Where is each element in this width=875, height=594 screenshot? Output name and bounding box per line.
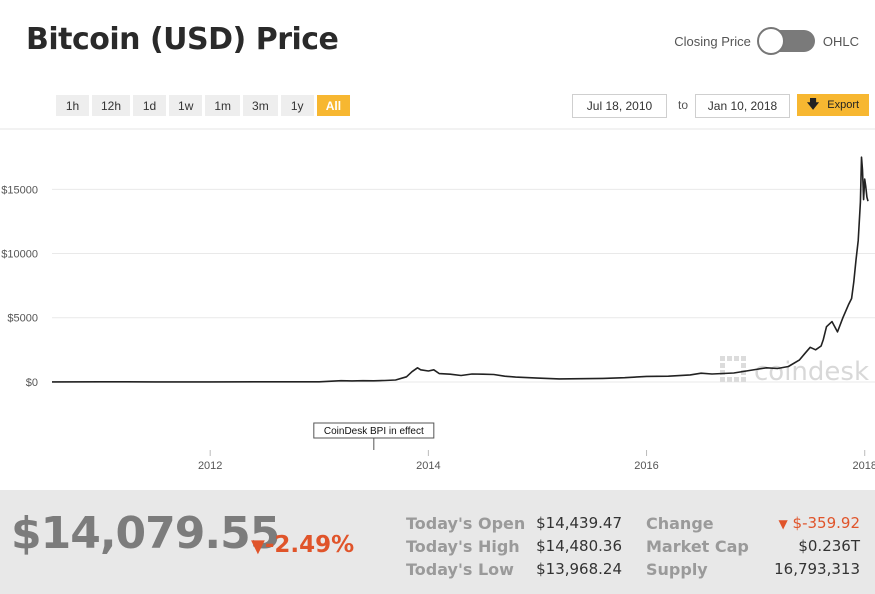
range-button-1w[interactable]: 1w [169,95,203,116]
export-button[interactable]: 🡇 Export [797,94,869,116]
stat-value-low: $13,968.24 [536,560,622,578]
date-to-input[interactable]: Jan 10, 2018 [695,94,790,118]
watermark: coindesk [720,356,869,387]
export-label: Export [827,99,860,111]
down-triangle-small-icon: ▼ [778,517,788,531]
stat-label-change: Change [646,514,714,533]
price-summary-footer: $14,079.55 ▼-2.49% Today's Open $14,439.… [0,490,875,594]
stat-value-supply: 16,793,313 [774,560,860,578]
range-button-all[interactable]: All [316,95,351,116]
range-button-1d[interactable]: 1d [133,95,167,116]
stat-value-open: $14,439.47 [536,514,622,532]
range-button-1y[interactable]: 1y [280,95,314,116]
series-line-price [51,156,869,383]
time-range-selector: 1h 12h 1d 1w 1m 3m 1y All [56,95,351,116]
range-button-1m[interactable]: 1m [205,95,241,116]
price-change-percent: ▼-2.49% [251,532,354,558]
stat-label-low: Today's Low [406,560,514,579]
price-mode-toggle-group: Closing Price OHLC [674,27,859,55]
coindesk-logo-icon [720,356,746,382]
date-to-label: to [678,98,689,112]
y-tick-label: $10000 [1,249,38,261]
price-chart: $0 $5000 $10000 $15000 2012 2014 2016 2018 coi… [0,128,875,472]
stat-value-high: $14,480.36 [536,537,622,555]
x-tick-label: 2014 [416,460,440,472]
watermark-text: coindesk [754,357,869,387]
closing-price-label[interactable]: Closing Price [674,33,751,49]
range-button-1h[interactable]: 1h [56,95,89,116]
down-triangle-icon: ▼ [251,536,265,557]
price-change-percent-value: -2.49% [264,532,355,558]
range-button-12h[interactable]: 12h [92,95,131,116]
x-tick-label: 2012 [198,460,222,472]
date-from-input[interactable]: Jul 18, 2010 [572,94,667,118]
toggle-knob [756,27,785,55]
price-mode-toggle[interactable] [756,27,815,55]
page-title: Bitcoin (USD) Price [26,22,339,57]
download-arrow-icon: 🡇 [806,96,820,111]
annotation-label: CoinDesk BPI in effect [324,426,424,437]
stat-label-market-cap: Market Cap [646,537,749,556]
stat-value-change: ▼ $-359.92 [778,514,860,532]
stat-value-market-cap: $0.236T [798,537,860,555]
x-tick-label: 2016 [634,460,658,472]
stat-label-high: Today's High [406,537,520,556]
stat-value-change-amount: -359.92 [802,514,860,532]
y-tick-label: $15000 [1,184,38,196]
stat-label-open: Today's Open [406,514,526,533]
stat-label-supply: Supply [646,560,708,579]
x-tick-label: 2018 [852,460,875,472]
annotation-box [313,422,435,439]
ohlc-label[interactable]: OHLC [822,33,859,49]
y-tick-label: $5000 [7,313,38,325]
current-price: $14,079.55 [11,508,280,559]
y-tick-label: $0 [26,377,38,389]
range-button-3m[interactable]: 3m [243,95,278,116]
